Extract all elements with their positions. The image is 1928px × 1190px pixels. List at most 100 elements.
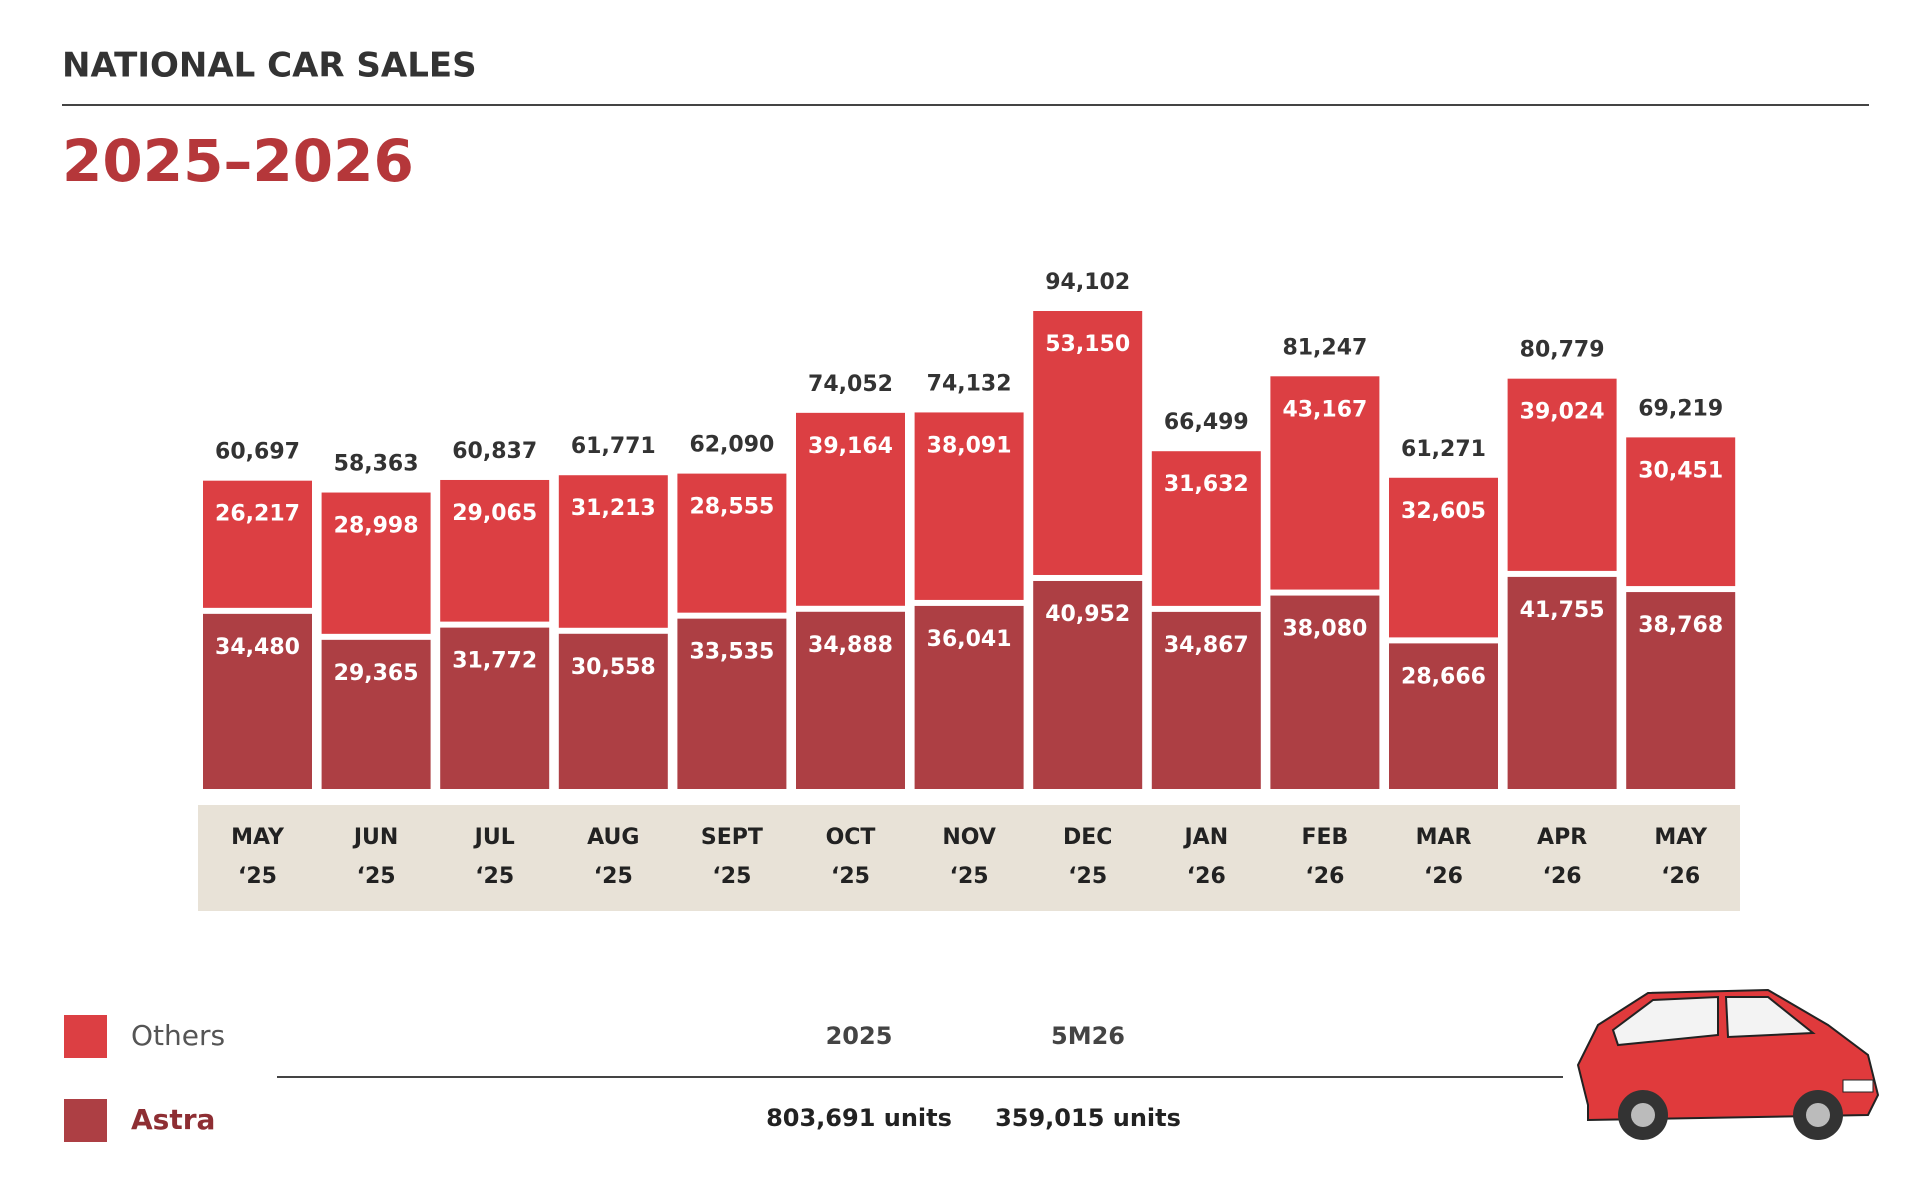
x-tick-label: OCT [826, 825, 876, 850]
x-tick-label: ‘25 [1068, 864, 1107, 889]
bar-value-label: 41,755 [1520, 598, 1605, 623]
x-tick-label: ‘25 [475, 864, 514, 889]
total-label: 69,219 [1638, 396, 1723, 421]
x-tick-label: ‘26 [1661, 864, 1700, 889]
bar-value-label: 39,164 [808, 434, 893, 459]
legend-label: Others [131, 1019, 225, 1052]
total-label: 60,837 [452, 439, 537, 464]
bar-segment [677, 618, 787, 789]
bar-segment [796, 611, 905, 789]
total-label: 80,779 [1520, 338, 1605, 363]
bar-value-label: 38,768 [1638, 613, 1723, 638]
bar-value-label: 29,065 [452, 501, 537, 526]
bar-value-label: 31,772 [452, 649, 537, 674]
summary-column: 2025 [826, 1022, 893, 1050]
bar-value-label: 31,632 [1164, 472, 1249, 497]
x-tick-label: ‘26 [1305, 864, 1344, 889]
bar-segment [677, 473, 787, 613]
bar-value-label: 28,998 [334, 514, 419, 539]
bar-value-label: 38,080 [1282, 617, 1367, 642]
bar-segment [1151, 611, 1261, 789]
bar-value-label: 36,041 [927, 627, 1012, 652]
total-label: 74,132 [927, 371, 1012, 396]
x-tick-label: APR [1537, 825, 1587, 850]
total-label: 81,247 [1282, 335, 1367, 360]
bar-value-label: 26,217 [215, 502, 300, 527]
bar-segment [1033, 580, 1143, 789]
x-tick-label: ‘25 [357, 864, 396, 889]
bar-segment [1151, 451, 1261, 606]
category-band [198, 805, 1740, 911]
x-tick-label: NOV [942, 825, 996, 850]
x-tick-label: ‘26 [1424, 864, 1463, 889]
bar-segment [1626, 592, 1736, 789]
x-tick-label: AUG [587, 825, 639, 850]
x-tick-label: FEB [1301, 825, 1348, 850]
x-tick-label: DEC [1063, 825, 1112, 850]
chart-title: 2025–2026 [62, 127, 414, 195]
x-tick-label: ‘26 [1187, 864, 1226, 889]
bar-segment [558, 475, 668, 628]
bar-segment [914, 605, 1024, 789]
x-tick-label: ‘25 [831, 864, 870, 889]
total-label: 66,499 [1164, 410, 1249, 435]
bar-segment [1270, 376, 1380, 590]
bar-segment [321, 639, 431, 789]
bar-segment [1389, 477, 1498, 638]
total-label: 61,771 [571, 434, 656, 459]
bar-segment [1033, 311, 1143, 575]
bar-segment [1389, 643, 1498, 789]
header: NATIONAL CAR SALES [62, 46, 477, 86]
total-label: 60,697 [215, 440, 300, 465]
bar-value-label: 33,535 [689, 640, 774, 665]
total-label: 61,271 [1401, 437, 1486, 462]
bar-value-label: 38,091 [927, 433, 1012, 458]
x-tick-label: ‘25 [594, 864, 633, 889]
x-tick-label: ‘26 [1543, 864, 1582, 889]
bar-segment [440, 627, 550, 789]
bar-segment [321, 492, 431, 634]
bar-value-label: 30,558 [571, 655, 656, 680]
legend-swatch [64, 1015, 107, 1058]
bar-value-label: 29,365 [334, 661, 419, 686]
summary-column: 5M26 [1051, 1022, 1125, 1050]
car-illustration [1576, 988, 1880, 1140]
x-tick-label: SEPT [701, 825, 763, 850]
bar-segment [203, 613, 312, 789]
bar-value-label: 40,952 [1045, 602, 1130, 627]
total-label: 74,052 [808, 372, 893, 397]
bar-segment [914, 412, 1024, 600]
bar-value-label: 32,605 [1401, 499, 1486, 524]
x-tick-label: ‘25 [950, 864, 989, 889]
total-label: 94,102 [1045, 270, 1130, 295]
bar-segment [203, 480, 312, 608]
bar-segment [1507, 378, 1617, 571]
bar-value-label: 53,150 [1045, 332, 1130, 357]
x-tick-label: MAY [231, 825, 285, 850]
bar-segment [1270, 595, 1380, 789]
bar-value-label: 34,888 [808, 633, 893, 658]
bar-value-label: 30,451 [1638, 458, 1723, 483]
bar-segment [440, 479, 550, 622]
bar-segment [1507, 576, 1617, 789]
x-tick-label: ‘25 [238, 864, 277, 889]
summary-value: 359,015 units [995, 1104, 1181, 1132]
x-tick-label: JAN [1182, 825, 1228, 850]
x-tick-label: JUN [352, 825, 398, 850]
bar-value-label: 31,213 [571, 496, 656, 521]
total-label: 58,363 [334, 452, 419, 477]
x-tick-label: MAY [1654, 825, 1708, 850]
bar-value-label: 28,555 [689, 495, 774, 520]
total-label: 62,090 [689, 433, 774, 458]
bar-segment [796, 412, 905, 606]
legend-label: Astra [131, 1103, 215, 1136]
x-tick-label: MAR [1416, 825, 1472, 850]
bar-value-label: 39,024 [1520, 400, 1605, 425]
bar-value-label: 34,480 [215, 635, 300, 660]
x-tick-label: ‘25 [712, 864, 751, 889]
bar-segment [1626, 437, 1736, 587]
bar-segment [558, 633, 668, 789]
summary-value: 803,691 units [766, 1104, 952, 1132]
x-tick-label: JUL [473, 825, 515, 850]
